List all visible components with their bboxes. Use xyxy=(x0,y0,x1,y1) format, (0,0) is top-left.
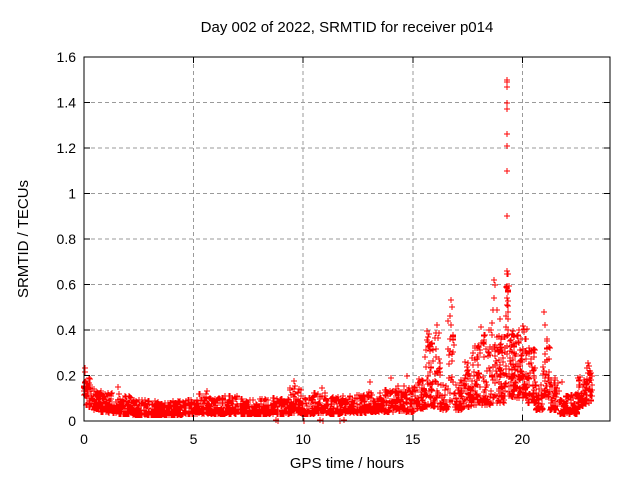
x-tick-label: 10 xyxy=(295,431,311,447)
y-tick-label: 1.4 xyxy=(57,95,77,111)
x-tick-label: 15 xyxy=(405,431,421,447)
data-points xyxy=(80,76,596,425)
y-tick-label: 1.6 xyxy=(57,49,77,65)
x-tick-label: 20 xyxy=(515,431,531,447)
y-tick-label: 0.6 xyxy=(57,277,77,293)
y-tick-label: 0 xyxy=(68,413,76,429)
y-tick-label: 0.8 xyxy=(57,231,77,247)
x-tick-label: 0 xyxy=(80,431,88,447)
y-tick-label: 1 xyxy=(68,186,76,202)
y-tick-label: 0.2 xyxy=(57,368,77,384)
y-tick-label: 0.4 xyxy=(57,322,77,338)
y-axis-label: SRMTID / TECUs xyxy=(15,179,32,299)
y-tick-label: 1.2 xyxy=(57,140,77,156)
x-tick-label: 5 xyxy=(190,431,198,447)
x-axis-label: GPS time / hours xyxy=(289,455,405,472)
chart-title: Day 002 of 2022, SRMTID for receiver p01… xyxy=(200,19,494,36)
